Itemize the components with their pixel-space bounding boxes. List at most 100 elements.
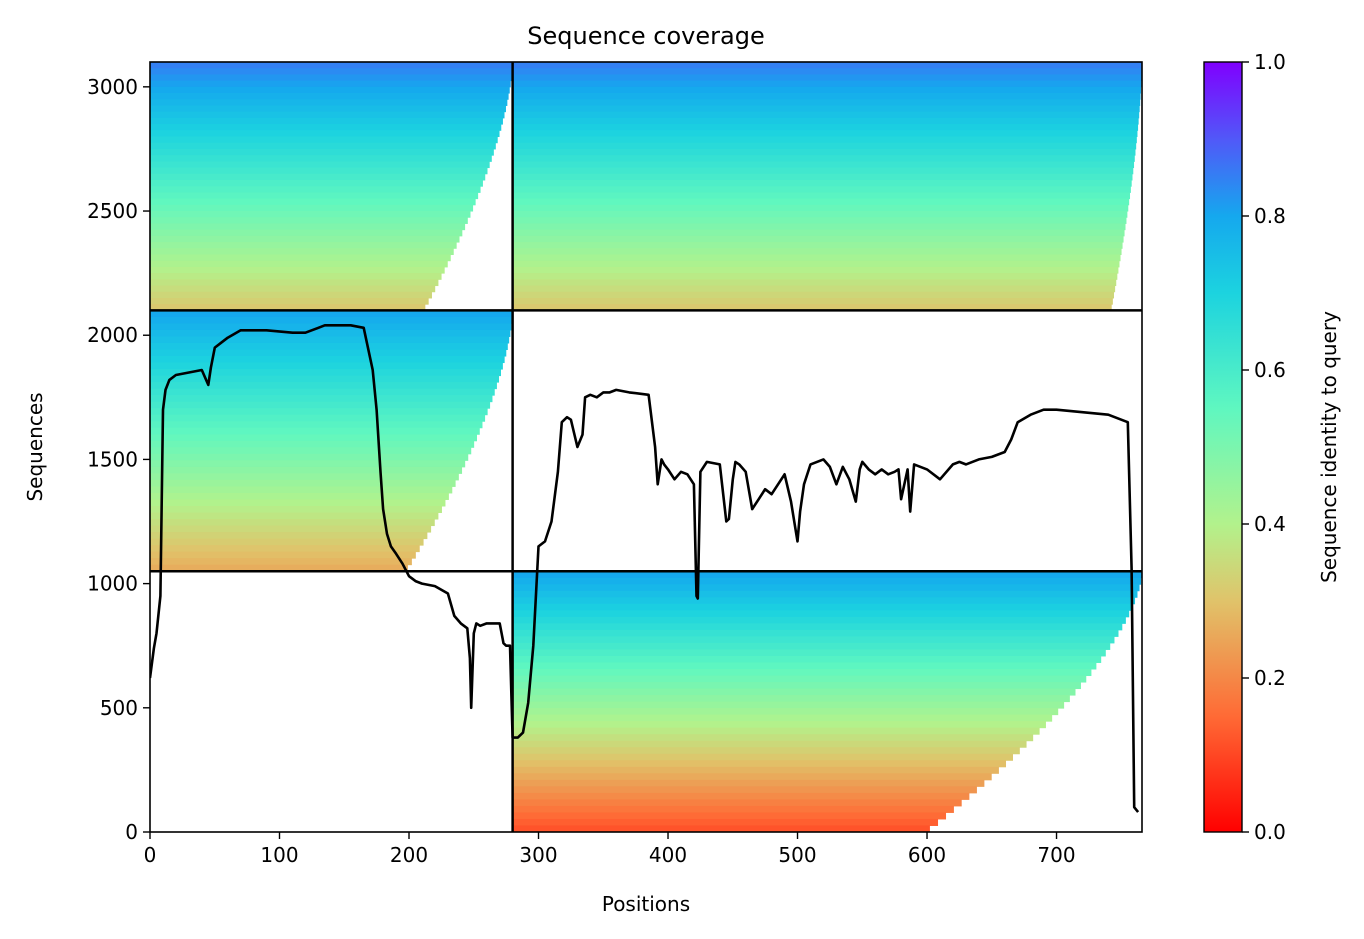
- x-tick-label: 200: [390, 843, 428, 867]
- colorbar-tick-label: 0.2: [1254, 666, 1286, 690]
- msa-band: [150, 136, 498, 144]
- colorbar-tick-label: 0.6: [1254, 358, 1286, 382]
- x-tick-label: 0: [144, 843, 157, 867]
- msa-band: [150, 242, 457, 249]
- msa-band: [512, 655, 1102, 663]
- y-tick-label: 500: [100, 696, 138, 720]
- msa-band: [150, 421, 483, 429]
- msa-band: [150, 453, 469, 461]
- msa-band: [150, 447, 472, 455]
- msa-band: [512, 167, 1134, 175]
- msa-band: [150, 204, 474, 212]
- msa-band: [512, 117, 1139, 125]
- msa-band: [512, 142, 1137, 150]
- msa-band: [150, 349, 507, 357]
- msa-band: [150, 167, 488, 175]
- msa-band: [150, 519, 435, 527]
- msa-band: [150, 80, 511, 88]
- msa-band: [150, 551, 416, 559]
- msa-band: [512, 285, 1116, 293]
- msa-band: [512, 805, 954, 813]
- msa-band: [512, 124, 1139, 131]
- msa-band: [150, 179, 483, 187]
- msa-band: [150, 99, 508, 106]
- msa-band: [512, 80, 1142, 88]
- msa-band: [150, 130, 500, 138]
- x-tick-label: 600: [908, 843, 946, 867]
- msa-band: [150, 229, 463, 237]
- msa-band: [150, 499, 446, 507]
- msa-band: [150, 62, 513, 69]
- x-tick-label: 400: [649, 843, 687, 867]
- msa-band: [150, 408, 488, 416]
- msa-band: [512, 740, 1027, 748]
- msa-band: [512, 779, 985, 787]
- msa-band: [150, 356, 505, 364]
- msa-band: [150, 505, 442, 514]
- msa-band: [512, 812, 947, 820]
- msa-band: [150, 211, 471, 218]
- coverage-line-layer: [150, 323, 1140, 813]
- y-ticks: 0 500 1000 1500 2000 2500 3000: [87, 75, 150, 844]
- msa-band: [512, 86, 1142, 94]
- msa-band: [150, 111, 505, 119]
- msa-band: [512, 584, 1140, 592]
- msa-band: [150, 223, 466, 231]
- msa-band: [512, 229, 1125, 237]
- msa-band: [150, 297, 429, 305]
- msa-band: [512, 148, 1136, 156]
- msa-band: [150, 375, 500, 383]
- msa-band: [512, 273, 1118, 280]
- msa-band: [150, 248, 454, 255]
- msa-block: [150, 310, 513, 572]
- msa-band: [512, 753, 1013, 761]
- msa-band: [150, 538, 424, 546]
- msa-band: [512, 825, 930, 832]
- msa-band: [512, 760, 1007, 768]
- msa-band: [512, 186, 1131, 193]
- msa-band: [150, 105, 506, 113]
- msa-band: [150, 323, 512, 331]
- msa-band: [512, 668, 1092, 677]
- msa-band: [512, 242, 1123, 249]
- msa-block: [512, 571, 1142, 832]
- msa-band: [512, 62, 1142, 69]
- colorbar-ticks: 0.0 0.2 0.4 0.6 0.8 1.0: [1242, 50, 1286, 844]
- plot-frame: [149, 61, 1143, 833]
- msa-band: [512, 571, 1142, 579]
- msa-band: [150, 336, 510, 344]
- msa-band: [150, 155, 492, 162]
- msa-band: [512, 266, 1119, 274]
- colorbar-tick-label: 0.8: [1254, 204, 1286, 228]
- msa-band: [150, 414, 486, 422]
- msa-band: [150, 235, 460, 243]
- y-tick-label: 0: [125, 820, 138, 844]
- msa-band: [512, 223, 1126, 231]
- coverage-line: [150, 323, 1140, 813]
- msa-band: [512, 623, 1123, 631]
- msa-band: [512, 786, 977, 794]
- msa-band: [512, 297, 1113, 305]
- msa-band: [512, 610, 1130, 618]
- msa-blocks: [150, 62, 1142, 832]
- msa-band: [150, 466, 463, 474]
- msa-band: [512, 747, 1020, 755]
- msa-band: [512, 688, 1076, 696]
- msa-band: [150, 473, 459, 481]
- msa-band: [150, 304, 426, 311]
- msa-band: [512, 714, 1053, 722]
- msa-band: [150, 440, 475, 448]
- msa-band: [150, 434, 477, 442]
- msa-band: [512, 304, 1112, 311]
- msa-band: [512, 179, 1132, 187]
- colorbar-tick-label: 0.4: [1254, 512, 1286, 536]
- msa-band: [150, 460, 466, 468]
- msa-band: [150, 68, 513, 75]
- msa-band: [512, 204, 1129, 212]
- msa-band: [512, 721, 1046, 729]
- msa-band: [150, 254, 451, 262]
- msa-band: [150, 479, 456, 487]
- msa-band: [512, 173, 1133, 181]
- msa-band: [150, 342, 508, 351]
